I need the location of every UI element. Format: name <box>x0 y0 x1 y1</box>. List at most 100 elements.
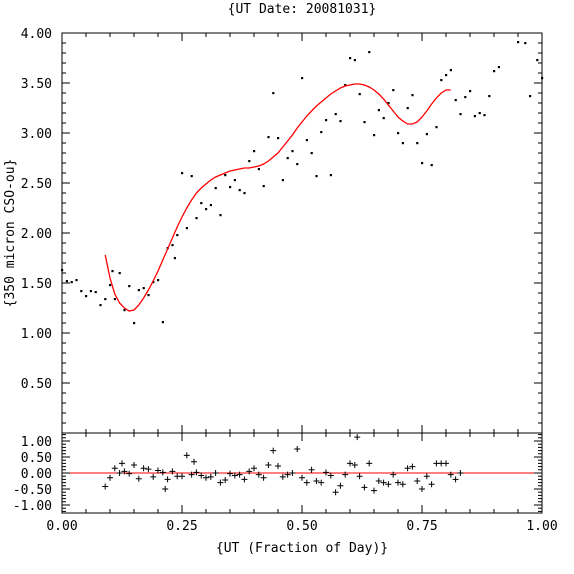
data-point <box>497 66 500 69</box>
data-point <box>305 139 308 142</box>
residual-point <box>423 473 430 480</box>
residual-point <box>135 475 142 482</box>
data-point <box>397 132 400 135</box>
residual-point <box>366 460 373 467</box>
residual-point <box>385 481 392 488</box>
data-point <box>147 294 150 297</box>
data-point <box>123 309 126 312</box>
data-point <box>173 257 176 260</box>
data-point <box>315 175 318 178</box>
residual-point <box>452 476 459 483</box>
data-point <box>176 234 179 237</box>
data-point <box>253 150 256 153</box>
data-point <box>133 322 136 325</box>
residual-point <box>212 470 219 476</box>
residual-point <box>121 468 128 475</box>
data-point <box>118 272 121 275</box>
data-point <box>157 279 160 282</box>
residual-point <box>323 469 329 476</box>
residual-point <box>279 473 286 480</box>
data-point <box>219 214 222 217</box>
residual-point <box>246 468 253 475</box>
data-point <box>483 114 486 117</box>
residual-tick-marks <box>61 433 543 513</box>
data-point <box>493 70 496 73</box>
residual-point <box>332 489 339 496</box>
residual-point <box>327 472 334 479</box>
residual-point <box>313 478 320 484</box>
residual-point <box>409 463 416 470</box>
residual-point <box>347 460 353 467</box>
residual-point <box>419 486 425 492</box>
upper-tick-marks <box>61 32 543 434</box>
residual-point <box>102 483 109 490</box>
data-point <box>416 142 419 145</box>
residual-point <box>356 473 363 480</box>
data-point <box>238 189 241 192</box>
residual-point <box>162 486 169 492</box>
residual-point <box>251 465 257 472</box>
data-point <box>214 187 217 190</box>
residual-y-tick-label: 1.00 <box>21 435 52 450</box>
residual-y-tick-label: 0.00 <box>21 467 52 482</box>
data-point <box>80 290 83 293</box>
residual-point <box>303 479 310 486</box>
residual-point <box>193 469 200 476</box>
data-point <box>104 298 107 301</box>
chart-title: {UT Date: 20081031} <box>228 2 377 17</box>
data-point <box>478 112 481 115</box>
residual-point <box>351 462 358 468</box>
data-point <box>421 162 424 165</box>
data-point <box>469 90 472 93</box>
residual-y-tick-label: -1.00 <box>13 499 52 514</box>
residual-y-tick-label: -0.50 <box>13 483 52 498</box>
residual-panel: -1.00-0.500.000.501.00 0.00 0.25 0.50 0.75 1… <box>13 432 558 556</box>
residual-point <box>354 434 361 441</box>
data-point <box>171 244 174 247</box>
residual-point <box>126 470 133 477</box>
data-point <box>243 192 246 195</box>
data-point <box>373 134 376 137</box>
residual-point <box>164 476 171 483</box>
residual-point <box>404 465 411 472</box>
data-point <box>200 202 203 205</box>
residual-point <box>145 466 152 473</box>
data-point <box>296 163 299 166</box>
residual-point <box>284 471 291 478</box>
data-point <box>111 270 114 273</box>
data-point <box>205 208 208 211</box>
data-point <box>142 287 145 290</box>
data-point <box>401 142 404 145</box>
residual-point <box>428 481 435 488</box>
data-point <box>94 291 97 294</box>
y-tick-label: 1.00 <box>21 327 52 342</box>
data-point <box>61 269 64 272</box>
residual-point <box>191 458 197 465</box>
data-point <box>224 174 227 177</box>
data-point <box>137 289 140 292</box>
residual-point <box>119 460 125 467</box>
y-tick-label: 3.50 <box>21 77 52 92</box>
data-point <box>262 185 265 188</box>
residual-point <box>188 471 195 478</box>
residual-point <box>131 462 137 468</box>
residual-point <box>227 470 233 477</box>
data-point <box>286 157 289 160</box>
data-point <box>430 164 433 167</box>
residual-point <box>111 465 118 472</box>
data-point <box>320 131 323 134</box>
flux-data-points <box>61 41 544 325</box>
upper-y-tick-labels: 0.50 1.00 1.50 2.00 2.50 3.00 3.50 4.00 <box>21 27 52 392</box>
data-point <box>233 179 236 182</box>
data-point <box>109 284 112 287</box>
residual-point <box>183 452 190 459</box>
data-point <box>70 281 73 284</box>
data-point <box>195 217 198 220</box>
residual-point <box>116 470 123 476</box>
x-tick-label: 0.75 <box>406 519 437 534</box>
fit-curve <box>104 83 451 312</box>
data-point <box>267 136 270 139</box>
data-point <box>445 74 448 77</box>
data-point <box>382 117 385 120</box>
y-tick-label: 1.50 <box>21 277 52 292</box>
